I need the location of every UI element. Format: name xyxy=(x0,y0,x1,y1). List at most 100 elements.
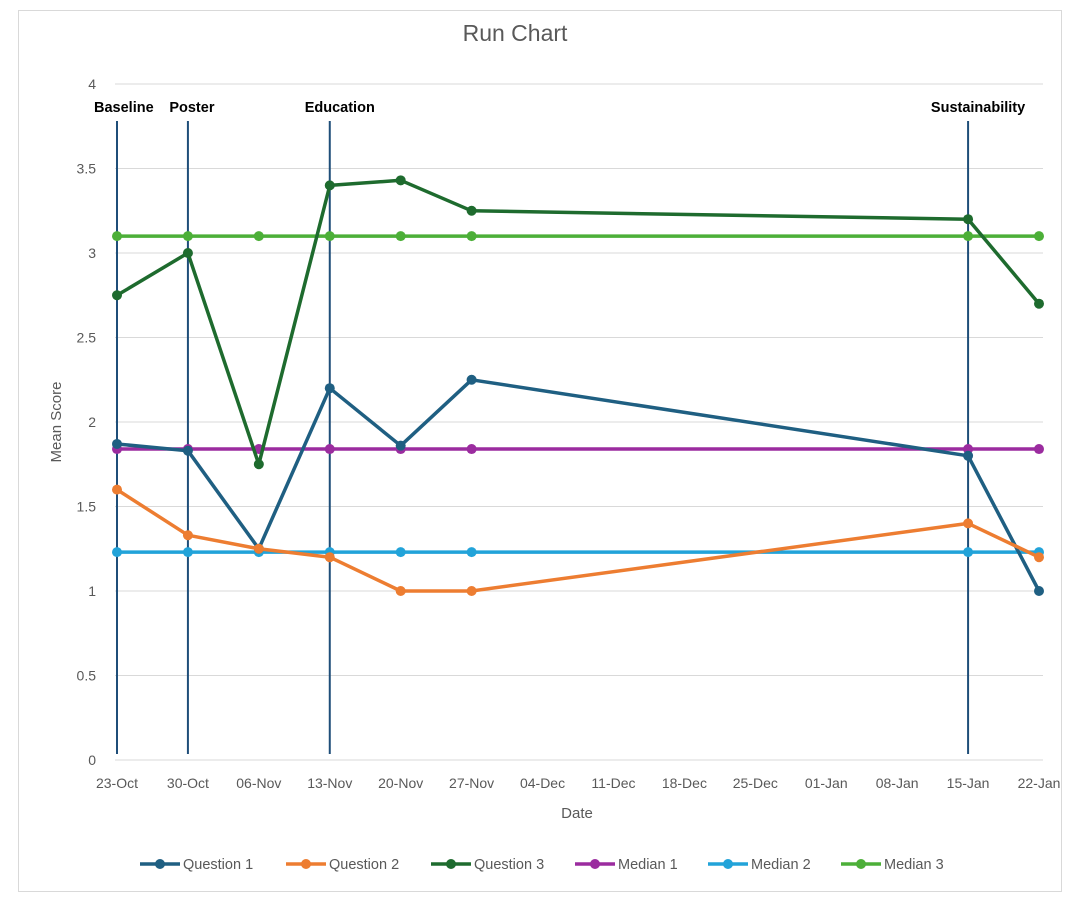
legend-item: Median 3 xyxy=(841,857,944,873)
x-tick-label: 08-Jan xyxy=(876,775,919,791)
data-point xyxy=(182,248,193,258)
data-point xyxy=(182,530,193,541)
data-point xyxy=(395,231,406,242)
data-point xyxy=(1034,298,1044,309)
y-tick-label: 3 xyxy=(88,245,96,261)
data-point xyxy=(182,445,193,456)
legend-item: Question 2 xyxy=(286,857,399,873)
x-tick-label: 20-Nov xyxy=(378,775,423,791)
data-point xyxy=(1034,444,1044,455)
y-tick-label: 0 xyxy=(88,752,96,768)
data-point xyxy=(112,290,122,301)
data-point xyxy=(253,543,264,554)
data-point xyxy=(324,552,335,563)
intervention-label: Baseline xyxy=(94,100,154,116)
legend-swatch-marker xyxy=(446,859,456,869)
x-tick-label: 11-Dec xyxy=(591,775,635,791)
x-tick-label: 06-Nov xyxy=(236,775,281,791)
data-point xyxy=(182,231,193,242)
legend-label: Median 3 xyxy=(884,857,944,873)
legend-swatch-marker xyxy=(301,859,311,869)
intervention-label: Poster xyxy=(169,100,214,116)
intervention-label: Sustainability xyxy=(931,100,1025,116)
data-point xyxy=(466,374,477,385)
data-point xyxy=(395,175,406,186)
x-tick-label: 27-Nov xyxy=(449,775,494,791)
y-tick-label: 2 xyxy=(88,414,96,430)
x-tick-label: 22-Jan xyxy=(1018,775,1061,791)
series-question-2 xyxy=(112,484,1044,596)
data-point xyxy=(1034,586,1044,596)
legend-label: Question 2 xyxy=(329,857,399,873)
x-tick-label: 01-Jan xyxy=(805,775,848,791)
legend-swatch-marker xyxy=(590,859,600,869)
legend-swatch-marker xyxy=(856,859,866,869)
y-tick-label: 4 xyxy=(88,76,96,92)
legend-label: Median 2 xyxy=(751,857,811,873)
data-series xyxy=(112,175,1044,596)
data-point xyxy=(963,547,974,558)
data-point xyxy=(963,450,974,461)
y-tick-label: 2.5 xyxy=(77,330,97,346)
series-question-3 xyxy=(112,175,1044,470)
legend-label: Question 1 xyxy=(183,857,253,873)
legend-swatch-marker xyxy=(723,859,733,869)
intervention-label: Education xyxy=(305,100,375,116)
data-point xyxy=(112,438,122,449)
x-tick-label: 30-Oct xyxy=(167,775,209,791)
intervention-lines: Baseline Poster Education Sustainability xyxy=(94,100,1025,754)
data-point xyxy=(182,547,193,558)
data-point xyxy=(466,205,477,216)
y-axis-label: Mean Score xyxy=(48,382,65,463)
data-point xyxy=(1034,231,1044,242)
data-point xyxy=(324,231,335,242)
legend-item: Question 1 xyxy=(140,857,253,873)
data-point xyxy=(963,231,974,242)
legend: Question 1 Question 2 Question 3 Median 1 Me… xyxy=(140,857,944,873)
series-line xyxy=(116,488,1040,593)
data-point xyxy=(324,383,335,394)
x-tick-label: 04-Dec xyxy=(520,775,565,791)
x-tick-label: 25-Dec xyxy=(733,775,778,791)
y-tick-label: 0.5 xyxy=(77,668,97,684)
legend-label: Median 1 xyxy=(618,857,678,873)
y-axis-ticks: 0 0.5 1 1.5 2 2.5 3 3.5 4 xyxy=(77,76,97,768)
y-tick-label: 1 xyxy=(88,583,96,599)
y-tick-label: 3.5 xyxy=(77,161,97,177)
x-tick-label: 23-Oct xyxy=(96,775,138,791)
x-tick-label: 13-Nov xyxy=(307,775,352,791)
data-point xyxy=(324,444,335,455)
legend-item: Question 3 xyxy=(431,857,544,873)
series-line xyxy=(116,178,1041,467)
series-line xyxy=(116,378,1041,592)
legend-item: Median 2 xyxy=(708,857,811,873)
data-point xyxy=(395,440,406,451)
legend-item: Median 1 xyxy=(575,857,678,873)
data-point xyxy=(253,231,264,242)
y-tick-label: 1.5 xyxy=(77,499,97,515)
data-point xyxy=(395,547,406,558)
data-point xyxy=(466,547,477,558)
x-tick-label: 15-Jan xyxy=(947,775,990,791)
data-point xyxy=(1034,552,1044,563)
x-tick-label: 18-Dec xyxy=(662,775,707,791)
x-axis-label: Date xyxy=(561,805,593,822)
data-point xyxy=(112,484,122,495)
series-question-1 xyxy=(112,374,1044,596)
x-axis-ticks: 23-Oct 30-Oct 06-Nov 13-Nov 20-Nov 27-Nov 04-D… xyxy=(96,775,1060,791)
data-point xyxy=(466,586,477,596)
data-point xyxy=(324,180,335,191)
series-median-3 xyxy=(112,231,1044,242)
data-point xyxy=(963,518,974,529)
data-point xyxy=(112,547,122,558)
legend-label: Question 3 xyxy=(474,857,544,873)
chart-title: Run Chart xyxy=(463,20,568,46)
data-point xyxy=(253,459,264,470)
data-point xyxy=(395,586,406,596)
gridlines xyxy=(115,83,1043,761)
data-point xyxy=(466,444,477,455)
legend-swatch-marker xyxy=(155,859,165,869)
data-point xyxy=(466,231,477,242)
data-point xyxy=(963,214,974,225)
